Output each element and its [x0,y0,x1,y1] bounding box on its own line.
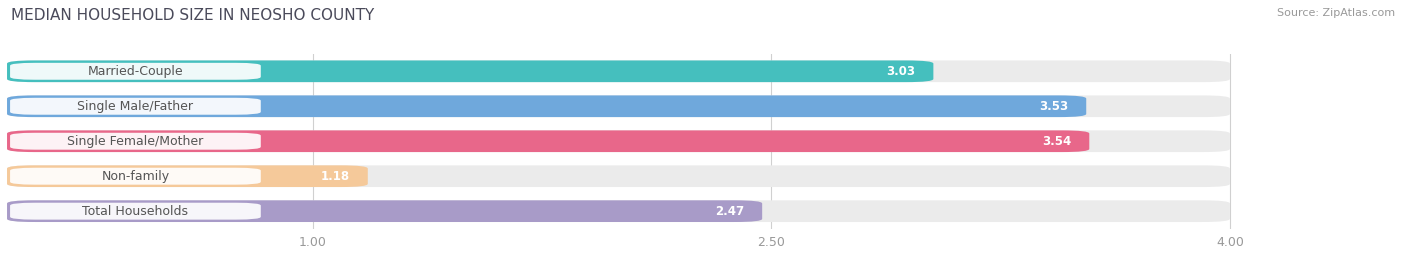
Text: 3.53: 3.53 [1039,100,1069,113]
FancyBboxPatch shape [10,63,260,80]
Text: 3.03: 3.03 [886,65,915,78]
Text: MEDIAN HOUSEHOLD SIZE IN NEOSHO COUNTY: MEDIAN HOUSEHOLD SIZE IN NEOSHO COUNTY [11,8,374,23]
Text: 1.18: 1.18 [321,170,350,183]
FancyBboxPatch shape [7,95,1087,117]
FancyBboxPatch shape [7,130,1230,152]
Text: Source: ZipAtlas.com: Source: ZipAtlas.com [1277,8,1395,18]
FancyBboxPatch shape [7,165,1230,187]
FancyBboxPatch shape [7,200,1230,222]
FancyBboxPatch shape [7,130,1090,152]
Text: Non-family: Non-family [101,170,170,183]
FancyBboxPatch shape [10,168,260,185]
FancyBboxPatch shape [10,133,260,150]
FancyBboxPatch shape [7,61,1230,82]
FancyBboxPatch shape [10,203,260,220]
Text: Total Households: Total Households [83,205,188,218]
Text: 2.47: 2.47 [714,205,744,218]
Text: 3.54: 3.54 [1042,135,1071,148]
FancyBboxPatch shape [10,98,260,115]
FancyBboxPatch shape [7,61,934,82]
Text: Married-Couple: Married-Couple [87,65,183,78]
FancyBboxPatch shape [7,165,368,187]
FancyBboxPatch shape [7,95,1230,117]
Text: Single Male/Father: Single Male/Father [77,100,194,113]
FancyBboxPatch shape [7,200,762,222]
Text: Single Female/Mother: Single Female/Mother [67,135,204,148]
